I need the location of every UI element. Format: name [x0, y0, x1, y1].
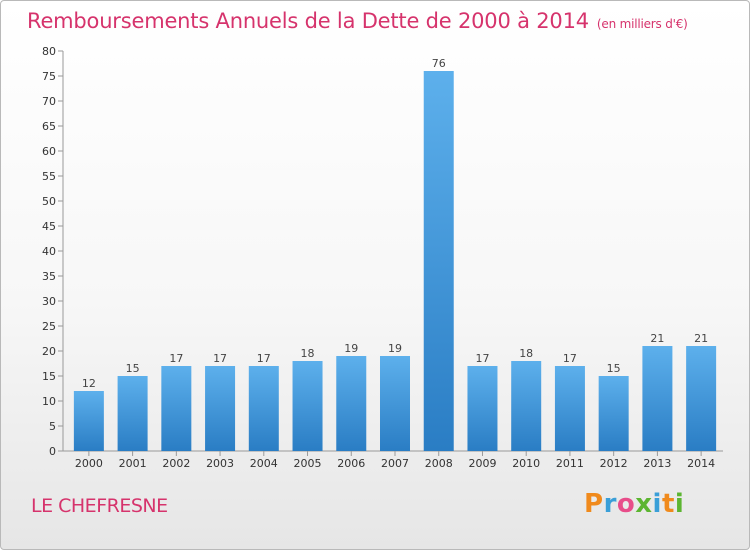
bar-2003	[205, 366, 236, 451]
data-label-2011: 17	[563, 352, 577, 365]
data-label-2002: 17	[169, 352, 183, 365]
data-label-2003: 17	[213, 352, 227, 365]
y-tick-label: 0	[49, 445, 56, 458]
x-tick-label-2008: 2008	[425, 457, 453, 470]
x-tick-label-2009: 2009	[468, 457, 496, 470]
logo-letter: r	[603, 489, 617, 519]
data-label-2000: 12	[82, 377, 96, 390]
y-tick-label: 80	[42, 45, 56, 58]
y-tick-label: 40	[42, 245, 56, 258]
axes: 0 5 10 15 20 25 30 35 40 45 50 55 60 65 70 75 80 2000 2001…	[42, 45, 723, 470]
x-tick-label-2012: 2012	[600, 457, 628, 470]
proxiti-logo: Proxiti	[584, 489, 684, 519]
bar-2004	[248, 366, 279, 451]
bar-2009	[467, 366, 498, 451]
logo-letter: i	[652, 489, 662, 519]
y-tick-label: 15	[42, 370, 56, 383]
bar-2010	[511, 361, 542, 451]
y-tick-label: 75	[42, 70, 56, 83]
y-tick-label: 60	[42, 145, 56, 158]
bar-2013	[642, 346, 673, 451]
x-tick-label-2003: 2003	[206, 457, 234, 470]
x-tick-label-2007: 2007	[381, 457, 409, 470]
logo-letter: i	[674, 489, 685, 519]
y-tick-label: 65	[42, 120, 56, 133]
x-tick-label-2005: 2005	[294, 457, 322, 470]
y-tick-label: 50	[42, 195, 56, 208]
x-tick-label-2011: 2011	[556, 457, 584, 470]
data-label-2004: 17	[257, 352, 271, 365]
logo-letter: t	[661, 489, 675, 519]
x-tick-label-2004: 2004	[250, 457, 278, 470]
y-tick-label: 55	[42, 170, 56, 183]
y-tick-label: 25	[42, 320, 56, 333]
x-tick-label-2006: 2006	[337, 457, 365, 470]
bars: 12 15 17 17 17 18 19 19 76 17 18 17 15 21 21	[73, 57, 717, 451]
x-tick-label-2002: 2002	[162, 457, 190, 470]
logo-letter: P	[584, 489, 604, 519]
chart-title-text: Remboursements Annuels de la Dette de 20…	[27, 9, 589, 33]
y-tick-label: 10	[42, 395, 56, 408]
bar-2014	[686, 346, 717, 451]
bar-2002	[161, 366, 192, 451]
data-label-2010: 18	[519, 347, 533, 360]
chart-unit-note: (en milliers d'€)	[596, 17, 688, 31]
x-tick-label-2000: 2000	[75, 457, 103, 470]
x-tick-label-2001: 2001	[119, 457, 147, 470]
x-tick-label-2010: 2010	[512, 457, 540, 470]
bar-2008	[423, 71, 454, 451]
data-label-2005: 18	[301, 347, 315, 360]
data-label-2001: 15	[126, 362, 140, 375]
data-label-2012: 15	[607, 362, 621, 375]
bar-2012	[598, 376, 629, 451]
chart-title: Remboursements Annuels de la Dette de 20…	[27, 9, 688, 33]
bar-2000	[73, 391, 104, 451]
bar-2001	[117, 376, 148, 451]
x-tick-label-2013: 2013	[643, 457, 671, 470]
y-tick-label: 20	[42, 345, 56, 358]
bar-2006	[336, 356, 367, 451]
logo-letter: x	[635, 489, 653, 519]
bar-2005	[292, 361, 323, 451]
y-tick-label: 70	[42, 95, 56, 108]
data-label-2009: 17	[475, 352, 489, 365]
location-name: LE CHEFRESNE	[31, 495, 168, 517]
data-label-2013: 21	[650, 332, 664, 345]
data-label-2006: 19	[344, 342, 358, 355]
logo-letter: o	[616, 489, 636, 519]
bar-2007	[380, 356, 410, 451]
data-label-2008: 76	[432, 57, 446, 70]
y-tick-label: 30	[42, 295, 56, 308]
bar-2011	[554, 366, 585, 451]
data-label-2007: 19	[388, 342, 402, 355]
data-label-2014: 21	[694, 332, 708, 345]
x-tick-label-2014: 2014	[687, 457, 715, 470]
y-tick-label: 5	[49, 420, 56, 433]
y-tick-label: 35	[42, 270, 56, 283]
y-tick-label: 45	[42, 220, 56, 233]
